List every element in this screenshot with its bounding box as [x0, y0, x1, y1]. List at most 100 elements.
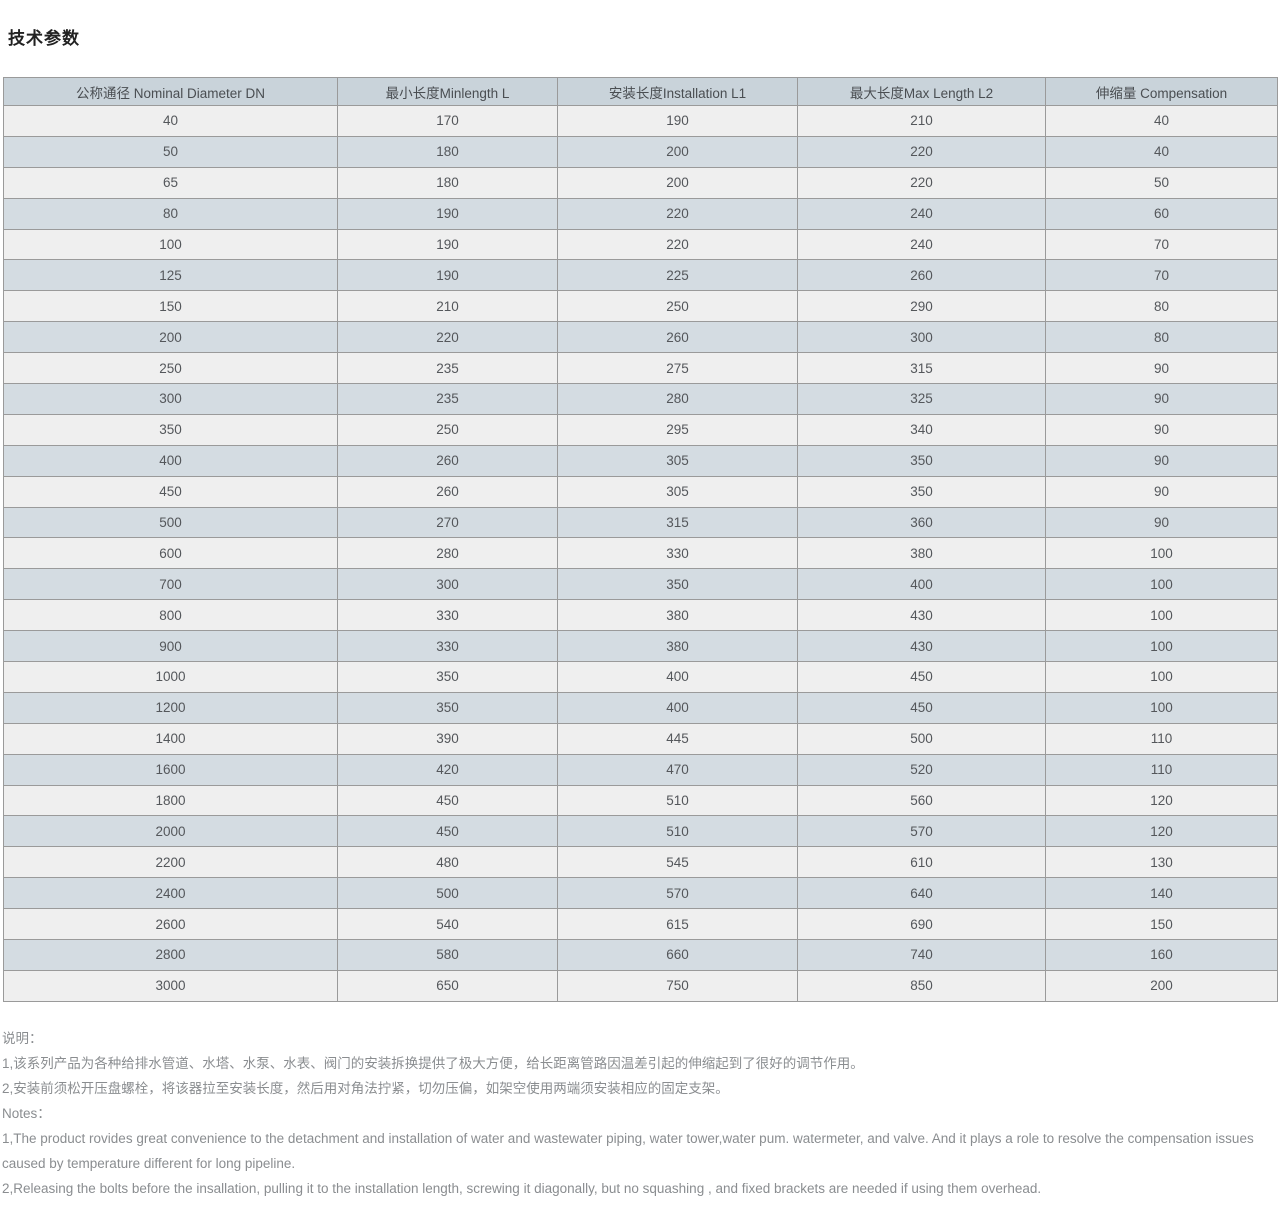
table-cell: 420: [337, 753, 558, 786]
table-cell: 430: [797, 599, 1046, 632]
table-cell: 330: [337, 630, 558, 663]
table-cell: 350: [557, 568, 798, 601]
table-cell: 350: [797, 475, 1046, 508]
table-cell: 235: [337, 383, 558, 415]
table-cell: 200: [557, 166, 798, 199]
column-header: 最小长度Minlength L: [337, 77, 558, 106]
table-cell: 90: [1045, 475, 1278, 508]
note-line: 1,The product rovides great convenience …: [2, 1130, 1254, 1171]
table-cell: 300: [797, 321, 1046, 354]
table-cell: 3000: [3, 969, 338, 1002]
table-row: 80 190 220 240 60: [3, 197, 1278, 230]
table-cell: 450: [797, 691, 1046, 724]
table-cell: 400: [797, 568, 1046, 601]
table-cell: 110: [1045, 753, 1278, 786]
table-cell: 510: [557, 815, 798, 848]
table-cell: 120: [1045, 784, 1278, 817]
table-cell: 600: [3, 537, 338, 570]
table-cell: 450: [797, 661, 1046, 693]
table-cell: 690: [797, 908, 1046, 941]
table-cell: 450: [337, 784, 558, 817]
table-cell: 190: [337, 259, 558, 292]
table-cell: 500: [3, 506, 338, 539]
table-row: 3000 650 750 850 200: [3, 969, 1278, 1002]
table-cell: 660: [557, 939, 798, 971]
note-line: 2,安装前须松开压盘螺栓，将该器拉至安装长度，然后用对角法拧紧，切勿压偏，如架空…: [2, 1080, 729, 1096]
table-row: 40 170 190 210 40: [3, 105, 1278, 137]
table-cell: 250: [557, 290, 798, 323]
table-cell: 500: [337, 877, 558, 910]
table-cell: 200: [557, 135, 798, 168]
table-cell: 315: [797, 352, 1046, 385]
table-cell: 210: [337, 290, 558, 323]
table-cell: 260: [337, 475, 558, 508]
table-cell: 400: [557, 691, 798, 724]
table-cell: 750: [557, 969, 798, 1002]
table-cell: 125: [3, 259, 338, 292]
table-cell: 1200: [3, 691, 338, 724]
table-cell: 2200: [3, 846, 338, 879]
table-cell: 100: [1045, 691, 1278, 724]
table-cell: 220: [797, 135, 1046, 168]
table-cell: 295: [557, 413, 798, 446]
table-cell: 560: [797, 784, 1046, 817]
table-cell: 180: [337, 166, 558, 199]
table-cell: 1400: [3, 722, 338, 755]
table-row: 400 260 305 350 90: [3, 444, 1278, 477]
table-cell: 80: [1045, 290, 1278, 323]
table-row: 2200 480 545 610 130: [3, 846, 1278, 879]
table-cell: 450: [337, 815, 558, 848]
table-row: 450 260 305 350 90: [3, 475, 1278, 508]
table-row: 150 210 250 290 80: [3, 290, 1278, 323]
table-row: 1600 420 470 520 110: [3, 753, 1278, 786]
table-cell: 400: [3, 444, 338, 477]
table-cell: 700: [3, 568, 338, 601]
table-cell: 1600: [3, 753, 338, 786]
table-cell: 180: [337, 135, 558, 168]
column-header: 最大长度Max Length L2: [797, 77, 1046, 106]
note-line: 1,该系列产品为各种给排水管道、水塔、水泵、水表、阀门的安装拆换提供了极大方便，…: [2, 1055, 864, 1071]
table-cell: 120: [1045, 815, 1278, 848]
table-row: 1000 350 400 450 100: [3, 661, 1278, 693]
table-cell: 400: [557, 661, 798, 693]
table-row: 800 330 380 430 100: [3, 599, 1278, 632]
table-cell: 220: [557, 197, 798, 230]
table-cell: 640: [797, 877, 1046, 910]
column-header: 伸缩量 Compensation: [1045, 77, 1278, 106]
table-cell: 510: [557, 784, 798, 817]
table-cell: 2600: [3, 908, 338, 941]
table-cell: 1000: [3, 661, 338, 693]
table-cell: 220: [557, 228, 798, 261]
table-row: 2600 540 615 690 150: [3, 908, 1278, 941]
table-cell: 90: [1045, 413, 1278, 446]
table-row: 900 330 380 430 100: [3, 630, 1278, 663]
table-row: 500 270 315 360 90: [3, 506, 1278, 539]
table-cell: 260: [797, 259, 1046, 292]
table-row: 1200 350 400 450 100: [3, 691, 1278, 724]
table-cell: 200: [3, 321, 338, 354]
table-cell: 390: [337, 722, 558, 755]
table-row: 2800 580 660 740 160: [3, 939, 1278, 971]
table-row: 700 300 350 400 100: [3, 568, 1278, 601]
table-cell: 100: [1045, 661, 1278, 693]
table-cell: 380: [557, 599, 798, 632]
table-cell: 350: [3, 413, 338, 446]
table-cell: 380: [797, 537, 1046, 570]
table-cell: 305: [557, 444, 798, 477]
table-row: 350 250 295 340 90: [3, 413, 1278, 446]
table-cell: 330: [337, 599, 558, 632]
table-cell: 610: [797, 846, 1046, 879]
table-cell: 140: [1045, 877, 1278, 910]
table-cell: 70: [1045, 228, 1278, 261]
table-cell: 450: [3, 475, 338, 508]
table-cell: 40: [1045, 105, 1278, 137]
table-cell: 500: [797, 722, 1046, 755]
table-cell: 280: [557, 383, 798, 415]
table-cell: 900: [3, 630, 338, 663]
table-cell: 80: [3, 197, 338, 230]
table-cell: 90: [1045, 352, 1278, 385]
table-cell: 40: [1045, 135, 1278, 168]
table-row: 2400 500 570 640 140: [3, 877, 1278, 910]
